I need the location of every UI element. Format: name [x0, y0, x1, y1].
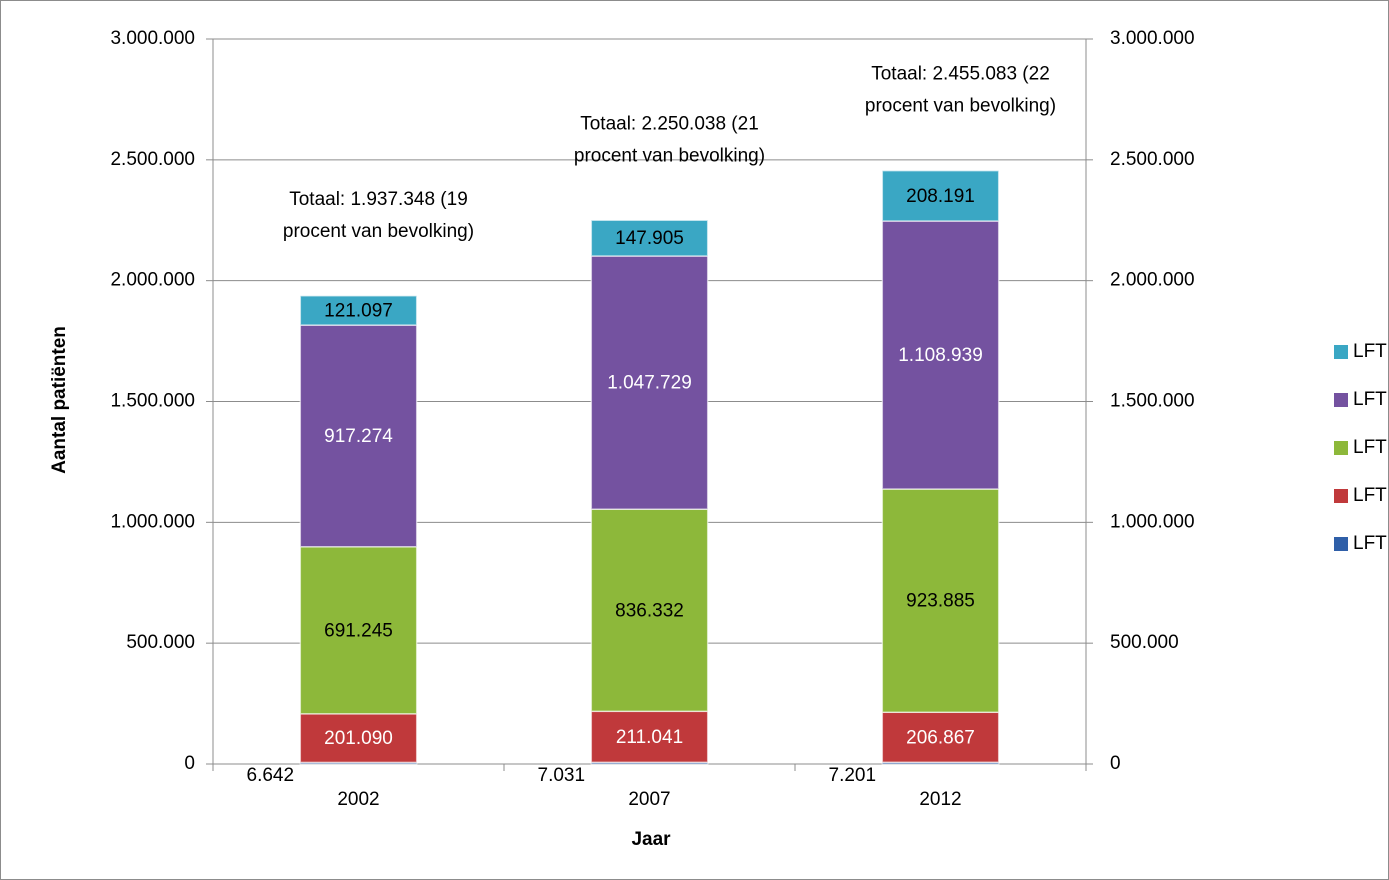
- legend-swatch: [1334, 489, 1348, 503]
- y-tick-label: 500.000: [126, 632, 195, 653]
- annotation: Totaal: 2.250.038 (21: [580, 113, 759, 134]
- legend-label: LFT 65-84: [1353, 389, 1389, 410]
- value-label: 208.191: [906, 186, 975, 207]
- value-label: 836.332: [615, 600, 684, 621]
- bar-segment: [590, 255, 709, 510]
- y-tick-label: 2.000.000: [110, 270, 195, 291]
- value-label: 201.090: [324, 728, 393, 749]
- x-axis-title: Jaar: [631, 829, 671, 850]
- value-label: 923.885: [906, 591, 975, 612]
- legend-label: LFT 85+: [1353, 341, 1389, 362]
- legend-swatch: [1334, 441, 1348, 455]
- value-label: 7.201: [829, 765, 877, 786]
- y2-tick-label: 500.000: [1110, 632, 1179, 653]
- bar-segment: [299, 324, 418, 548]
- legend-label: LFT 45-64: [1353, 437, 1389, 458]
- bar-segment: [590, 508, 709, 713]
- value-label: 1.047.729: [607, 373, 692, 394]
- value-label: 691.245: [324, 620, 393, 641]
- legend-label: LFT 18-44: [1353, 485, 1389, 506]
- x-tick-label: 2002: [337, 789, 379, 810]
- x-tick-label: 2007: [628, 789, 670, 810]
- y-tick-label: 1.500.000: [110, 391, 195, 412]
- value-label: 211.041: [616, 727, 683, 748]
- annotation: Totaal: 2.455.083 (22: [871, 64, 1050, 85]
- bar-segment: [881, 711, 1000, 764]
- annotation: Totaal: 1.937.348 (19: [289, 189, 468, 210]
- y2-tick-label: 1.000.000: [1110, 511, 1195, 532]
- bar-segment: [881, 488, 1000, 714]
- bar-segment: [881, 220, 1000, 490]
- value-label: 7.031: [538, 765, 586, 786]
- bar-segment: [590, 219, 709, 257]
- y2-tick-label: 1.500.000: [1110, 391, 1195, 412]
- y2-tick-label: 2.000.000: [1110, 270, 1195, 291]
- value-label: 121.097: [324, 300, 393, 321]
- annotation: procent van bevolking): [283, 221, 474, 242]
- y2-tick-label: 0: [1110, 753, 1121, 774]
- y2-tick-label: 2.500.000: [1110, 149, 1195, 170]
- value-label: 6.642: [247, 765, 295, 786]
- legend-swatch: [1334, 345, 1348, 359]
- y-tick-label: 1.000.000: [110, 511, 195, 532]
- annotation: procent van bevolking): [574, 145, 765, 166]
- value-label: 147.905: [615, 228, 684, 249]
- legend-swatch: [1334, 537, 1348, 551]
- value-label: 1.108.939: [898, 345, 983, 366]
- annotation: procent van bevolking): [865, 96, 1056, 117]
- legend-swatch: [1334, 393, 1348, 407]
- value-label: 206.867: [906, 727, 975, 748]
- y2-tick-label: 3.000.000: [1110, 28, 1195, 49]
- bar-segment: [590, 710, 709, 764]
- bar-segment: [299, 545, 418, 715]
- bar-segment: [299, 295, 418, 326]
- bar-segment: [881, 169, 1000, 222]
- y-axis-title: Aantal patiënten: [49, 326, 70, 474]
- y-tick-label: 3.000.000: [110, 28, 195, 49]
- legend-label: LFT 0-17: [1353, 533, 1389, 554]
- x-tick-label: 2012: [919, 789, 961, 810]
- y-tick-label: 2.500.000: [110, 149, 195, 170]
- value-label: 917.274: [324, 426, 393, 447]
- y-tick-label: 0: [184, 753, 195, 774]
